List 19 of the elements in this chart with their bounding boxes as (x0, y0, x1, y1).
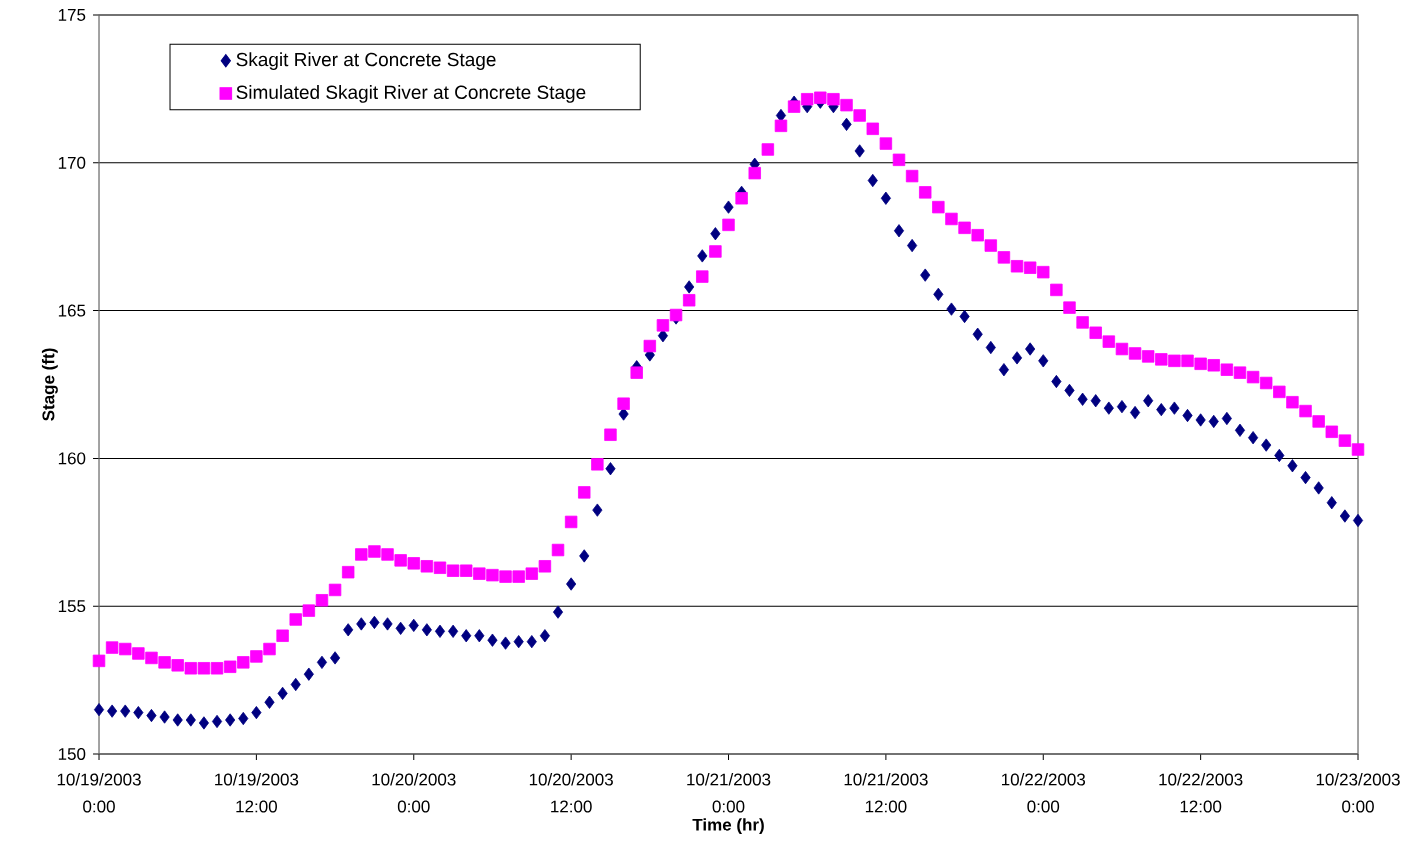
x-tick-label: 10/21/2003 12:00 (844, 773, 928, 813)
y-axis-title: Stage (ft) (41, 348, 58, 421)
x-tick-label: 10/19/2003 12:00 (215, 773, 299, 813)
y-tick-label: 170 (58, 156, 86, 169)
y-tick-label: 150 (58, 747, 86, 760)
y-tick-label: 160 (58, 452, 86, 465)
y-tick-label: 175 (58, 9, 86, 21)
x-tick-label: 10/21/2003 0:00 (687, 773, 771, 813)
x-axis-title: Time (hr) (692, 818, 764, 835)
x-tick-label: 10/20/2003 0:00 (372, 773, 456, 813)
legend-label: Simulated Skagit River at Concrete Stage (236, 85, 586, 103)
x-tick-label: 10/23/2003 0:00 (1316, 773, 1400, 813)
x-tick-label: 10/20/2003 12:00 (529, 773, 613, 813)
x-tick-label: 10/19/2003 0:00 (57, 773, 141, 813)
legend-label: Skagit River at Concrete Stage (236, 52, 496, 71)
y-tick-label: 155 (58, 600, 86, 613)
x-tick-label: 10/22/2003 0:00 (1002, 773, 1086, 813)
y-tick-label: 165 (58, 304, 86, 317)
x-tick-label: 10/22/2003 12:00 (1159, 773, 1243, 813)
